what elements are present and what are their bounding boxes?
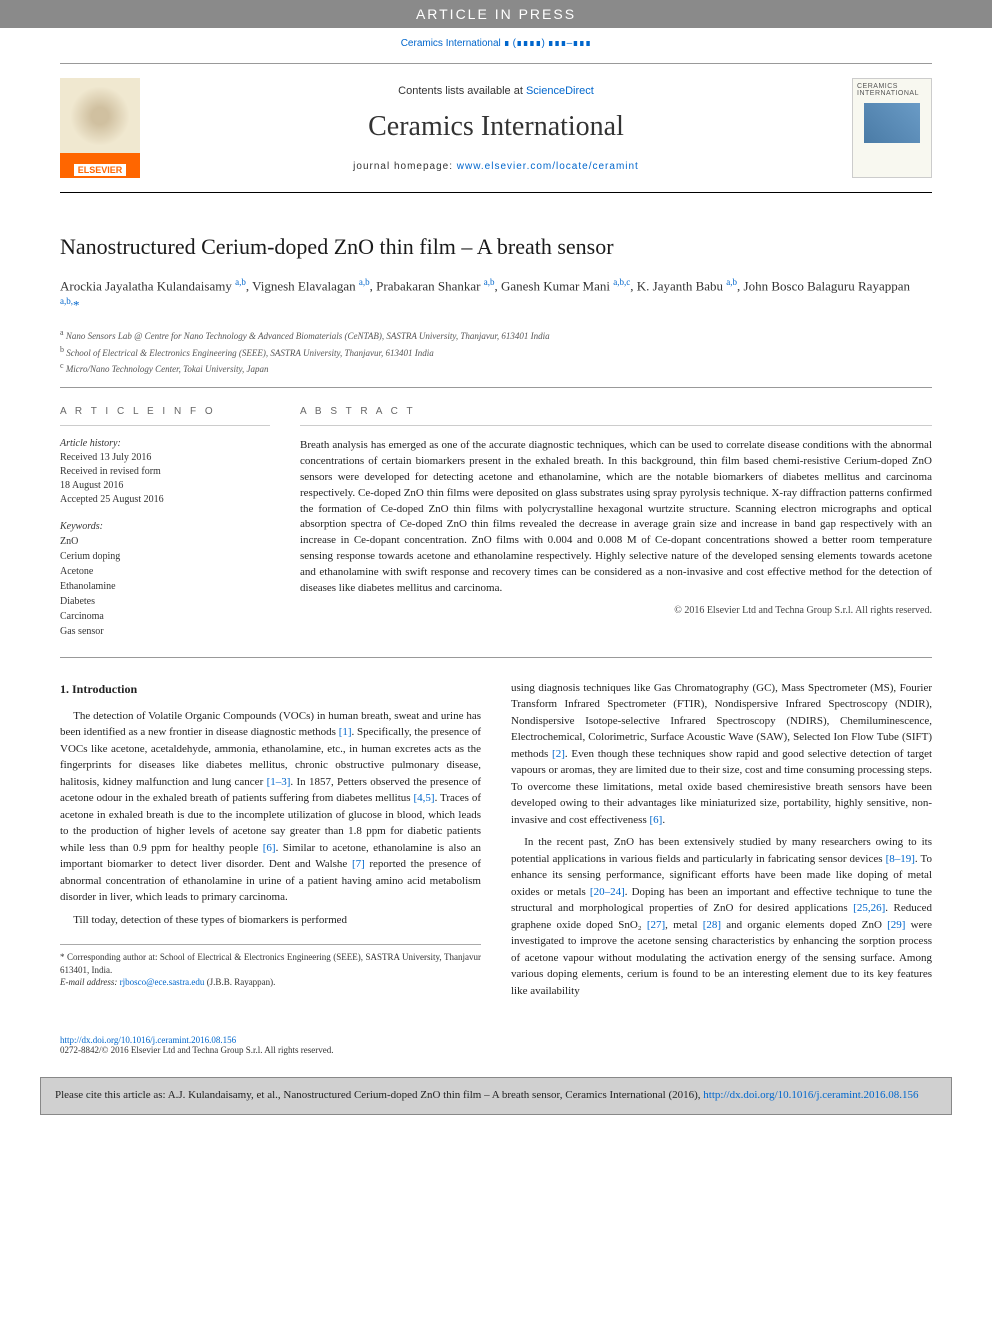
ref-link[interactable]: [29] (887, 919, 905, 931)
section-title: Introduction (72, 682, 137, 696)
doi-block: http://dx.doi.org/10.1016/j.ceramint.201… (0, 1035, 992, 1069)
body-paragraph: The detection of Volatile Organic Compou… (60, 708, 481, 906)
header-center: Contents lists available at ScienceDirec… (140, 85, 852, 172)
history-text: Received 13 July 2016 Received in revise… (60, 451, 270, 507)
article-title: Nanostructured Cerium-doped ZnO thin fil… (60, 233, 932, 262)
keyword: ZnO (60, 534, 270, 549)
publisher-name: ELSEVIER (74, 164, 127, 176)
ref-link[interactable]: [28] (703, 919, 721, 931)
affiliation: a Nano Sensors Lab @ Centre for Nano Tec… (60, 327, 932, 344)
ref-link[interactable]: [1] (339, 726, 352, 738)
body-paragraph: In the recent past, ZnO has been extensi… (511, 834, 932, 999)
homepage-line: journal homepage: www.elsevier.com/locat… (160, 161, 832, 172)
homepage-prefix: journal homepage: (353, 161, 457, 172)
cover-image-placeholder (864, 103, 920, 143)
keywords-label: Keywords: (60, 521, 270, 532)
corresponding-author-note: * Corresponding author at: School of Ele… (60, 951, 481, 976)
contents-line: Contents lists available at ScienceDirec… (160, 85, 832, 97)
cover-title: CERAMICS INTERNATIONAL (857, 83, 927, 97)
ref-link[interactable]: [4,5] (413, 792, 434, 804)
journal-ref-link[interactable]: Ceramics International (401, 38, 501, 49)
affiliations: a Nano Sensors Lab @ Centre for Nano Tec… (60, 327, 932, 377)
journal-header-block: ELSEVIER Contents lists available at Sci… (60, 63, 932, 193)
sciencedirect-link[interactable]: ScienceDirect (526, 85, 594, 97)
author-list: Arockia Jayalatha Kulandaisamy a,b, Vign… (60, 276, 932, 316)
citation-box: Please cite this article as: A.J. Kuland… (40, 1077, 952, 1114)
ref-link[interactable]: [20–24] (590, 886, 625, 898)
keyword: Ethanolamine (60, 579, 270, 594)
abstract-text: Breath analysis has emerged as one of th… (300, 438, 932, 597)
article-info-label: A R T I C L E I N F O (60, 406, 270, 426)
article-info-column: A R T I C L E I N F O Article history: R… (60, 406, 270, 639)
keyword: Acetone (60, 564, 270, 579)
ref-link[interactable]: [25,26] (853, 902, 885, 914)
ref-link[interactable]: [7] (352, 858, 365, 870)
page: ARTICLE IN PRESS Ceramics International … (0, 0, 992, 1323)
keyword: Diabetes (60, 594, 270, 609)
body-columns: 1. Introduction The detection of Volatil… (60, 680, 932, 1006)
email-owner: (J.B.B. Rayappan). (204, 977, 275, 987)
article-body: Nanostructured Cerium-doped ZnO thin fil… (0, 193, 992, 1025)
citation-doi-link[interactable]: http://dx.doi.org/10.1016/j.ceramint.201… (703, 1089, 918, 1101)
ref-link[interactable]: [6] (649, 814, 662, 826)
journal-name: Ceramics International (160, 111, 832, 143)
ref-link[interactable]: [27] (647, 919, 665, 931)
keyword: Gas sensor (60, 624, 270, 639)
journal-reference-line: Ceramics International ∎ (∎∎∎∎) ∎∎∎–∎∎∎ (0, 28, 992, 63)
footnotes: * Corresponding author at: School of Ele… (60, 944, 481, 989)
keyword: Carcinoma (60, 609, 270, 624)
body-right-column: using diagnosis techniques like Gas Chro… (511, 680, 932, 1006)
keywords-list: ZnOCerium dopingAcetoneEthanolamineDiabe… (60, 534, 270, 639)
email-label: E-mail address: (60, 977, 120, 987)
ref-link[interactable]: [8–19] (886, 853, 915, 865)
info-abstract-row: A R T I C L E I N F O Article history: R… (60, 406, 932, 658)
affiliation: c Micro/Nano Technology Center, Tokai Un… (60, 360, 932, 377)
homepage-link[interactable]: www.elsevier.com/locate/ceramint (457, 161, 639, 172)
contents-prefix: Contents lists available at (398, 85, 526, 97)
section-number: 1. (60, 682, 69, 696)
section-heading: 1. Introduction (60, 680, 481, 698)
body-left-column: 1. Introduction The detection of Volatil… (60, 680, 481, 1006)
body-paragraph: using diagnosis techniques like Gas Chro… (511, 680, 932, 829)
ref-link[interactable]: [6] (263, 842, 276, 854)
elsevier-logo: ELSEVIER (60, 78, 140, 178)
journal-cover-thumbnail: CERAMICS INTERNATIONAL (852, 78, 932, 178)
divider (60, 387, 932, 388)
abstract-label: A B S T R A C T (300, 406, 932, 426)
ref-link[interactable]: [1–3] (267, 776, 291, 788)
doi-link[interactable]: http://dx.doi.org/10.1016/j.ceramint.201… (60, 1035, 236, 1045)
body-paragraph: Till today, detection of these types of … (60, 912, 481, 929)
banner-text: ARTICLE IN PRESS (416, 6, 576, 22)
keyword: Cerium doping (60, 549, 270, 564)
history-label: Article history: (60, 438, 270, 449)
affiliation: b School of Electrical & Electronics Eng… (60, 344, 932, 361)
citation-prefix: Please cite this article as: A.J. Kuland… (55, 1089, 703, 1101)
article-in-press-banner: ARTICLE IN PRESS (0, 0, 992, 28)
abstract-copyright: © 2016 Elsevier Ltd and Techna Group S.r… (300, 605, 932, 616)
issn-line: 0272-8842/© 2016 Elsevier Ltd and Techna… (60, 1045, 334, 1055)
journal-ref-placeholder: ∎ (∎∎∎∎) ∎∎∎–∎∎∎ (504, 38, 592, 49)
email-line: E-mail address: rjbosco@ece.sastra.edu (… (60, 976, 481, 989)
ref-link[interactable]: [2] (552, 748, 565, 760)
email-link[interactable]: rjbosco@ece.sastra.edu (120, 977, 205, 987)
abstract-column: A B S T R A C T Breath analysis has emer… (300, 406, 932, 639)
